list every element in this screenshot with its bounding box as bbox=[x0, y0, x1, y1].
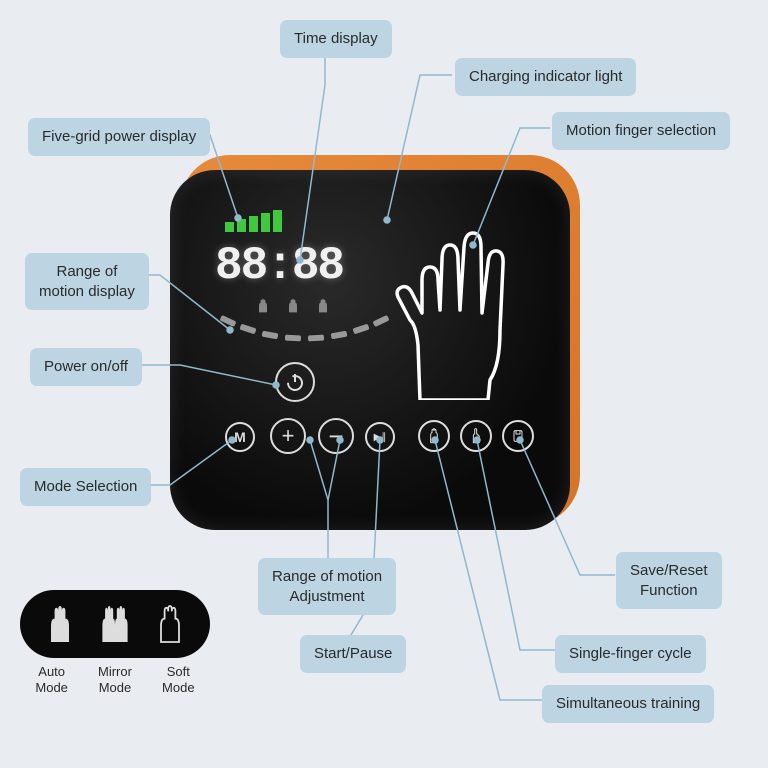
soft-mode-hand-icon bbox=[152, 604, 188, 644]
charging-indicator-led bbox=[385, 218, 390, 223]
start-pause-button[interactable]: ▶∥ bbox=[365, 422, 395, 452]
label-motion-finger: Motion finger selection bbox=[552, 112, 730, 150]
label-range-display: Range of motion display bbox=[25, 253, 149, 310]
mirror-mode-hand-icon bbox=[97, 604, 133, 644]
label-mode-selection: Mode Selection bbox=[20, 468, 151, 506]
save-reset-button[interactable] bbox=[502, 420, 534, 452]
time-display: 88:88 bbox=[215, 240, 343, 292]
single-finger-cycle-button[interactable] bbox=[460, 420, 492, 452]
label-power-onoff: Power on/off bbox=[30, 348, 142, 386]
auto-mode-hand-icon bbox=[42, 604, 78, 644]
label-five-grid: Five-grid power display bbox=[28, 118, 210, 156]
hand-icon bbox=[427, 428, 441, 444]
legend-mirror-label: Mirror Mode bbox=[85, 664, 145, 695]
label-charging-indicator: Charging indicator light bbox=[455, 58, 636, 96]
range-of-motion-display bbox=[220, 318, 380, 348]
power-button[interactable] bbox=[275, 362, 315, 402]
motion-finger-selection-hand[interactable] bbox=[390, 225, 540, 400]
label-time-display: Time display bbox=[280, 20, 392, 58]
label-start-pause: Start/Pause bbox=[300, 635, 406, 673]
label-range-adjust: Range of motion Adjustment bbox=[258, 558, 396, 615]
pointing-hand-icon bbox=[469, 428, 483, 444]
legend-auto-label: Auto Mode bbox=[22, 664, 82, 695]
mode-indicator-icons bbox=[255, 298, 331, 314]
plus-button[interactable]: + bbox=[270, 418, 306, 454]
label-simultaneous: Simultaneous training bbox=[542, 685, 714, 723]
mode-legend: Auto Mode Mirror Mode Soft Mode bbox=[20, 590, 210, 695]
minus-button[interactable]: − bbox=[318, 418, 354, 454]
mode-legend-pill bbox=[20, 590, 210, 658]
save-icon bbox=[511, 428, 525, 444]
label-save-reset: Save/Reset Function bbox=[616, 552, 722, 609]
power-icon bbox=[285, 372, 305, 392]
legend-soft-label: Soft Mode bbox=[148, 664, 208, 695]
mode-button[interactable]: M bbox=[225, 422, 255, 452]
simultaneous-training-button[interactable] bbox=[418, 420, 450, 452]
label-single-finger: Single-finger cycle bbox=[555, 635, 706, 673]
five-grid-power-display bbox=[225, 210, 282, 232]
device-screen: 88:88 M + − ▶∥ bbox=[170, 170, 570, 530]
